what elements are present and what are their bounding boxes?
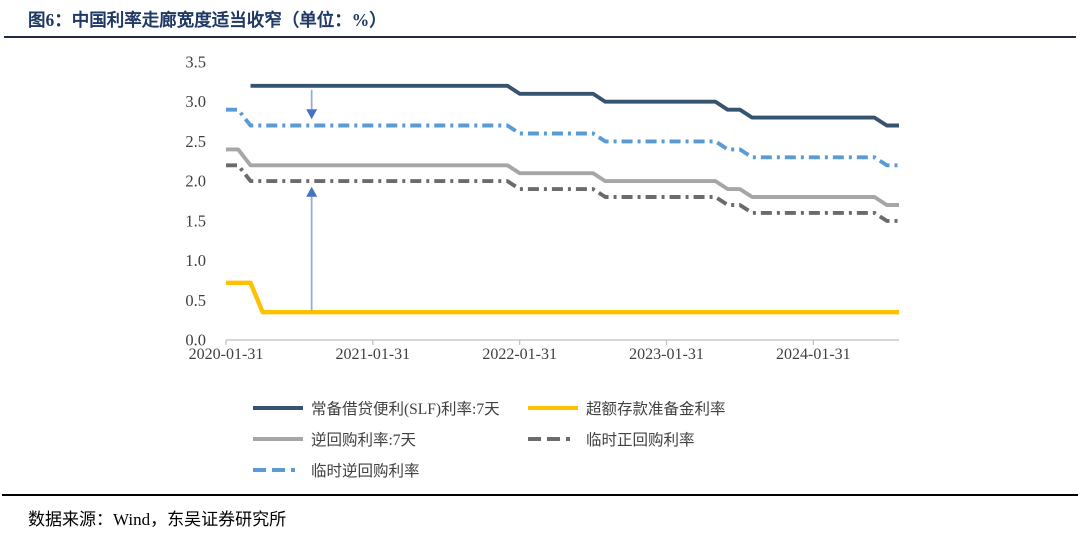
legend-label-temp-reverse-repo: 临时逆回购利率 [311, 462, 420, 480]
x-axis-tick-label: 2021-01-31 [336, 346, 411, 363]
title-divider-line [4, 36, 1076, 38]
data-source-text: 数据来源：Wind，东吴证券研究所 [28, 510, 287, 529]
y-axis-tick-label: 3.5 [185, 53, 206, 72]
rate-corridor-line-chart: 0.0 0.5 1.0 1.5 2.0 2.5 3.0 3.5 2020-01-31 2021-0… [185, 53, 899, 363]
series-line-2 [226, 147, 899, 207]
y-axis-tick-label: 1.5 [185, 211, 206, 230]
legend-label-slf: 常备借贷便利(SLF)利率:7天 [311, 400, 500, 418]
legend-item-omo-repo: 逆回购利率:7天 [253, 428, 528, 450]
y-axis-tick-label: 0.5 [185, 291, 206, 310]
y-axis-tick-label: 1.0 [185, 251, 206, 270]
footer-divider-line [2, 494, 1078, 496]
series-line-4 [226, 107, 899, 168]
y-axis-tick-label: 3.0 [185, 92, 206, 111]
legend-row: 逆回购利率:7天 临时正回购利率 [253, 423, 726, 454]
legend-item-slf: 常备借贷便利(SLF)利率:7天 [253, 397, 528, 419]
x-axis-tick-label: 2022-01-31 [482, 346, 557, 363]
series-line-3 [226, 163, 899, 223]
legend-row: 常备借贷便利(SLF)利率:7天 超额存款准备金利率 [253, 392, 726, 423]
x-axis-tick-label: 2024-01-31 [776, 346, 851, 363]
y-axis-tick-label: 2.5 [185, 132, 206, 151]
y-axis-tick-label: 0.0 [185, 331, 206, 350]
arrow-up-icon [306, 186, 318, 197]
arrow-down-icon [306, 109, 318, 120]
legend-item-temp-repo: 临时正回购利率 [528, 428, 695, 450]
legend-label-excess-reserve: 超额存款准备金利率 [586, 400, 726, 418]
y-axis-tick-label: 2.0 [185, 172, 206, 191]
legend-line-excess-reserve-icon [528, 405, 578, 410]
figure-title: 图6：中国利率走廊宽度适当收窄（单位：%） [28, 10, 387, 30]
series-line-0 [250, 83, 899, 128]
legend-label-omo-repo: 逆回购利率:7天 [311, 431, 417, 449]
legend-item-temp-reverse-repo: 临时逆回购利率 [253, 459, 528, 481]
legend-line-slf-icon [253, 405, 303, 410]
legend-line-temp-reverse-repo-icon [253, 467, 303, 472]
chart-legend: 常备借贷便利(SLF)利率:7天 超额存款准备金利率 逆回购利率:7天 临 [253, 392, 726, 485]
legend-line-omo-repo-icon [253, 436, 303, 441]
series-line-1 [226, 280, 899, 315]
x-axis-tick-label: 2023-01-31 [629, 346, 704, 363]
legend-row: 临时逆回购利率 [253, 454, 726, 485]
legend-item-excess-reserve: 超额存款准备金利率 [528, 397, 726, 419]
x-axis-tick-label: 2020-01-31 [189, 346, 264, 363]
legend-label-temp-repo: 临时正回购利率 [586, 431, 695, 449]
legend-line-temp-repo-icon [528, 436, 578, 441]
